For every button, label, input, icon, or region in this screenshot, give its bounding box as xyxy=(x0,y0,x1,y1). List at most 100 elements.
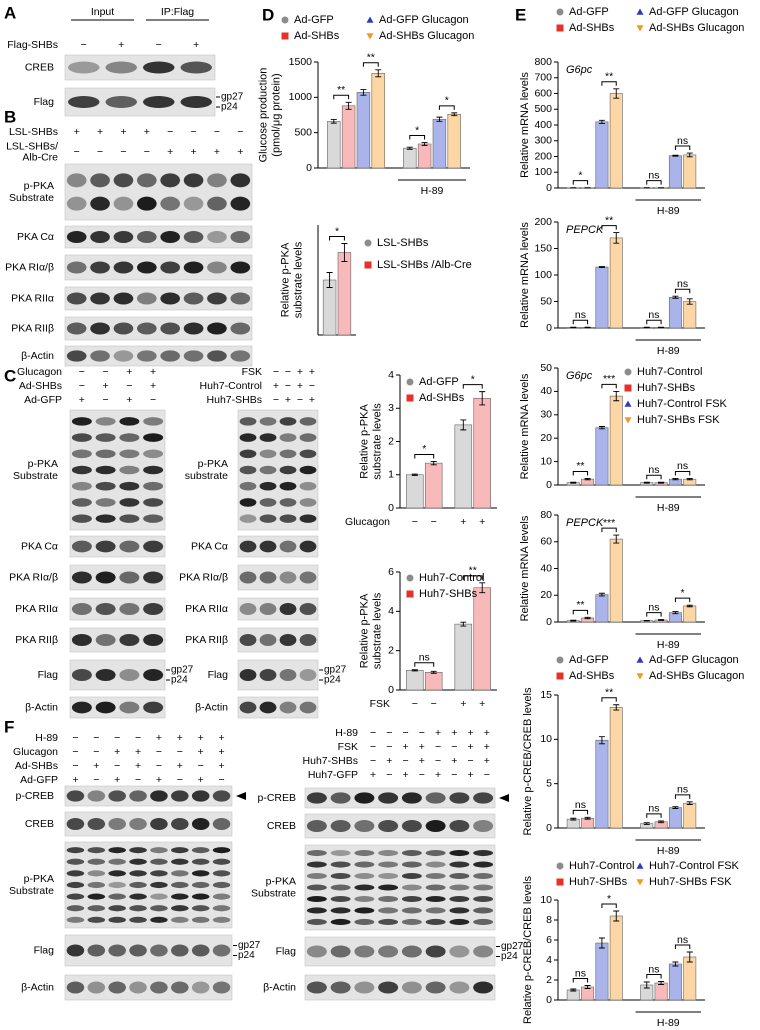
treatment-sign: + xyxy=(150,380,156,392)
blot-band xyxy=(87,905,106,912)
blot-band xyxy=(239,603,257,615)
blot-band xyxy=(207,231,227,243)
y-axis-label: Relative mRNA levels xyxy=(519,515,531,621)
blot-band xyxy=(191,790,210,802)
error-bar xyxy=(570,817,577,821)
blot-band xyxy=(143,603,164,615)
legend-label: Huh7-SHBs xyxy=(569,876,628,888)
blot-band xyxy=(150,847,168,854)
significance-label: ** xyxy=(576,599,584,611)
blot-band xyxy=(171,870,189,877)
treatment-sign: − xyxy=(97,146,103,158)
treatment-sign: − xyxy=(386,769,392,781)
blot-row-label: p-CREB xyxy=(15,790,54,802)
blot-band xyxy=(425,861,446,868)
blot-band xyxy=(108,858,126,865)
error-bar xyxy=(360,89,367,96)
blot-band xyxy=(239,417,257,426)
error-bar xyxy=(613,232,620,244)
y-tick-label: 10 xyxy=(540,455,552,467)
blot-band xyxy=(230,196,251,211)
significance-label: ns xyxy=(648,309,659,321)
blot-band xyxy=(191,870,210,877)
error-bar xyxy=(411,473,418,476)
blot-membrane xyxy=(237,696,319,719)
blot-band xyxy=(171,847,189,854)
y-axis-label: Relative mRNA levels xyxy=(519,222,531,328)
significance-bracket xyxy=(646,974,662,979)
blot-band xyxy=(66,261,87,274)
treatment-sign: − xyxy=(386,727,392,739)
legend-label: Ad-GFP xyxy=(569,6,609,18)
blot-band xyxy=(191,944,210,957)
y-tick-label: 40 xyxy=(540,562,552,574)
panel-label: D xyxy=(262,5,274,24)
y-tick-label: 300 xyxy=(534,135,552,147)
significance-bracket xyxy=(646,813,662,818)
treatment-label: Ad-SHBs xyxy=(19,380,62,392)
blot-band xyxy=(330,861,351,868)
error-bar xyxy=(643,981,650,989)
blot-band xyxy=(136,231,157,243)
legend-marker xyxy=(624,368,632,376)
blot-band xyxy=(90,261,110,274)
blot-band xyxy=(90,322,110,335)
blot-band xyxy=(449,981,470,994)
legend-marker xyxy=(636,8,644,15)
error-bar xyxy=(613,390,620,402)
blot-band xyxy=(150,893,168,900)
blot-band xyxy=(212,870,231,877)
x-sign: − xyxy=(412,516,418,528)
error-bar xyxy=(598,592,605,597)
blot-band xyxy=(299,540,317,553)
error-bar xyxy=(341,243,348,262)
treatment-sign: − xyxy=(285,366,291,378)
significance-bracket xyxy=(646,319,662,325)
significance-label: ** xyxy=(605,214,613,226)
blot-row-label: p-PKA xyxy=(28,458,58,470)
significance-label: ns xyxy=(648,464,659,476)
bar xyxy=(424,462,443,509)
treatment-sign: + xyxy=(419,755,425,767)
error-bar xyxy=(570,481,577,484)
blot-band xyxy=(143,634,164,646)
legend-marker xyxy=(556,878,564,886)
treatment-sign: − xyxy=(72,732,78,744)
blot-band xyxy=(143,481,164,491)
legend-marker xyxy=(636,25,644,32)
treatment-sign: + xyxy=(218,732,224,744)
error-bar xyxy=(658,619,665,621)
blot-band xyxy=(143,669,164,681)
treatment-sign: + xyxy=(135,760,141,772)
treatment-sign: − xyxy=(419,769,425,781)
blot-band xyxy=(183,350,204,362)
significance-bracket xyxy=(674,794,691,799)
treatment-sign: + xyxy=(218,746,224,758)
significance-bracket xyxy=(462,384,483,389)
blot-band xyxy=(191,893,210,900)
y-tick-label: 2 xyxy=(388,435,394,447)
blot-band xyxy=(191,847,210,854)
blot-band xyxy=(354,945,375,958)
blot-band xyxy=(113,261,134,274)
error-bar xyxy=(479,582,486,594)
blot-row-label: PKA Cα xyxy=(191,540,228,552)
blot-band xyxy=(71,669,92,681)
x-sign: − xyxy=(412,698,418,710)
blot-band xyxy=(71,417,92,426)
blot-band xyxy=(129,916,147,923)
blot-band xyxy=(378,820,399,832)
legend-marker xyxy=(364,239,372,247)
blot-band xyxy=(449,861,470,868)
bar xyxy=(595,427,609,486)
blot-row-label: Flag xyxy=(276,945,297,957)
significance-label: ns xyxy=(575,967,586,979)
blot-row-label: CREB xyxy=(25,61,54,73)
blot-band xyxy=(473,861,494,868)
blot-membrane xyxy=(64,225,253,249)
blot-band xyxy=(239,701,257,714)
blot-row-label: PKA RIIβ xyxy=(15,634,58,646)
treatment-sign: − xyxy=(103,366,109,378)
treatment-label: Huh7-GFP xyxy=(308,769,358,781)
size-marker: p24 xyxy=(238,950,255,961)
